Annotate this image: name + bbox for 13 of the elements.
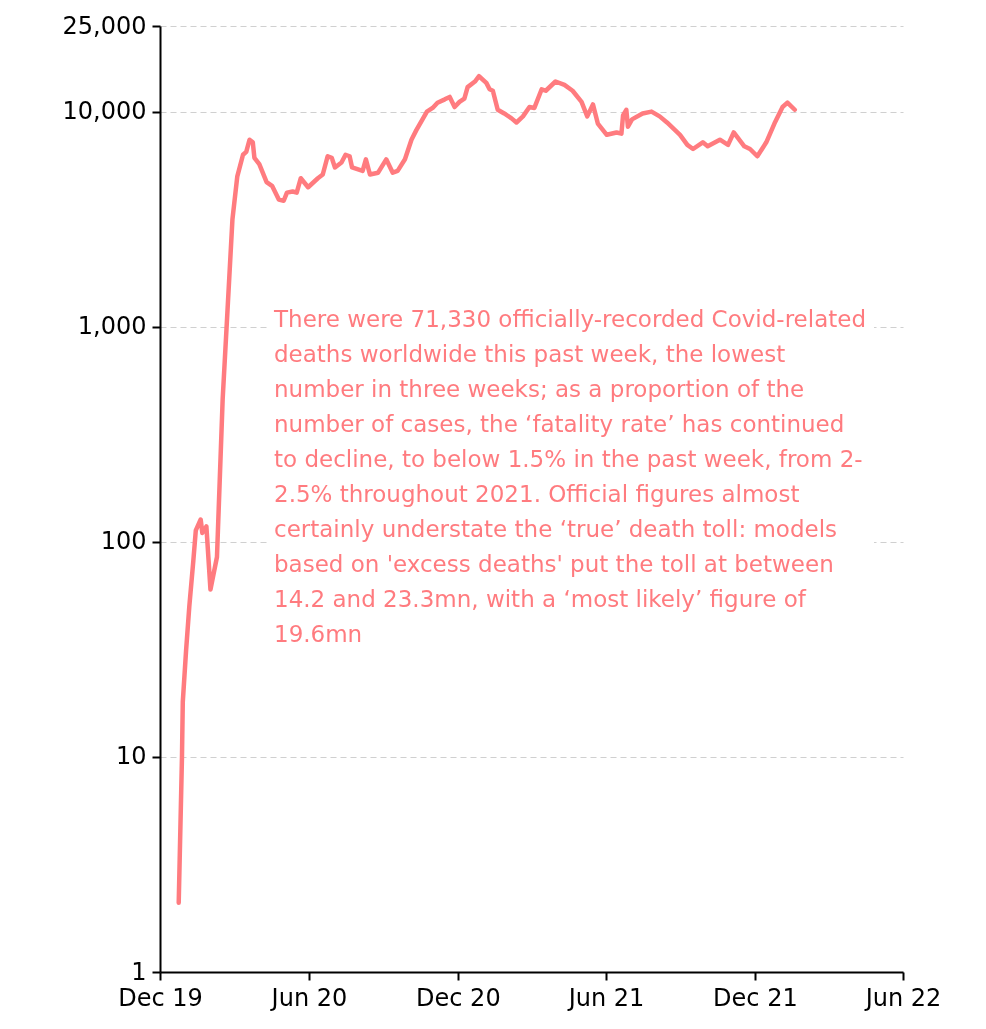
x-tick-label: Dec 20 <box>416 983 501 1012</box>
text: There were 71,330 officially-recorded Covid-related deaths worldwide this past week, the lowest number in three weeks; as a proportion of the number of cases, the ‘fatality rate’ has continued to decline, to below 1.5% in the past week, from 2-2.5% throughout 2021. Official figures almost certainly understate the ‘true’ death toll: models based on 'excess deaths' put the toll at between 14.2 and 23.3mn, with a ‘most likely’ figure of 19.6mn <box>274 306 866 647</box>
y-tick-label: 10,000 <box>62 97 147 126</box>
y-tick-label: 10 <box>115 742 147 771</box>
y-tick-label: 1 <box>131 957 147 986</box>
x-tick-label: Jun 21 <box>566 983 645 1012</box>
y-tick-label: 25,000 <box>62 11 147 40</box>
x-tick-label: Dec 19 <box>118 983 203 1012</box>
x-tick-label: Dec 21 <box>713 983 798 1012</box>
y-tick-label: 1,000 <box>77 312 147 341</box>
y-tick-label: 100 <box>100 527 147 556</box>
x-tick-label: Jun 20 <box>269 983 348 1012</box>
x-tick-label: Jun 22 <box>863 983 942 1012</box>
